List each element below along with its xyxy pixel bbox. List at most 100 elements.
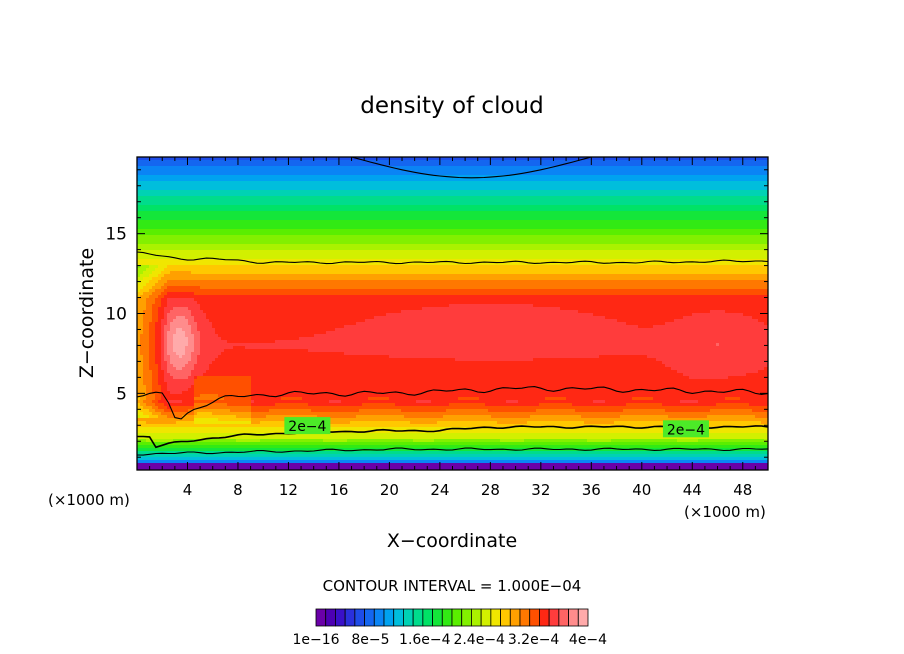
field-cell <box>695 166 699 170</box>
field-cell <box>275 157 279 161</box>
field-cell <box>341 220 345 224</box>
field-cell <box>506 220 510 224</box>
field-cell <box>155 202 159 206</box>
field-cell <box>458 196 462 200</box>
field-cell <box>233 220 237 224</box>
field-cell <box>413 190 417 194</box>
field-cell <box>296 211 300 215</box>
field-cell <box>695 181 699 185</box>
field-cell <box>605 190 609 194</box>
field-cell <box>239 193 243 197</box>
field-cell <box>503 220 507 224</box>
field-cell <box>692 163 696 167</box>
field-cell <box>143 175 147 179</box>
field-cell <box>350 181 354 185</box>
field-cell <box>599 211 603 215</box>
field-cell <box>434 226 438 230</box>
field-cell <box>440 205 444 209</box>
field-cell <box>137 223 141 227</box>
field-cell <box>167 223 171 227</box>
field-cell <box>257 190 261 194</box>
field-cell <box>374 199 378 203</box>
field-cell <box>362 223 366 227</box>
field-cell <box>728 163 732 167</box>
field-cell <box>710 175 714 179</box>
field-cell <box>158 208 162 212</box>
field-cell <box>533 214 537 218</box>
field-cell <box>512 193 516 197</box>
field-cell <box>374 172 378 176</box>
field-cell <box>251 181 255 185</box>
field-cell <box>572 172 576 176</box>
field-cell <box>683 172 687 176</box>
field-cell <box>407 196 411 200</box>
field-cell <box>290 163 294 167</box>
field-cell <box>206 169 210 173</box>
field-cell <box>353 223 357 227</box>
field-cell <box>734 169 738 173</box>
field-cell <box>275 178 279 182</box>
field-cell <box>377 157 381 161</box>
field-cell <box>167 208 171 212</box>
field-cell <box>467 157 471 161</box>
field-cell <box>251 208 255 212</box>
field-cell <box>245 196 249 200</box>
field-cell <box>449 214 453 218</box>
field-cell <box>389 181 393 185</box>
field-cell <box>665 169 669 173</box>
field-cell <box>263 181 267 185</box>
field-cell <box>482 163 486 167</box>
field-cell <box>752 169 756 173</box>
field-cell <box>164 196 168 200</box>
field-cell <box>137 196 141 200</box>
field-cell <box>737 187 741 191</box>
field-cell <box>734 214 738 218</box>
field-cell <box>749 181 753 185</box>
field-cell <box>617 178 621 182</box>
field-cell <box>620 190 624 194</box>
field-cell <box>503 181 507 185</box>
field-cell <box>680 178 684 182</box>
field-cell <box>242 196 246 200</box>
field-cell <box>467 175 471 179</box>
field-cell <box>149 199 153 203</box>
field-cell <box>245 211 249 215</box>
field-cell <box>377 205 381 209</box>
field-cell <box>608 187 612 191</box>
field-cell <box>197 214 201 218</box>
field-cell <box>713 172 717 176</box>
field-cell <box>191 223 195 227</box>
field-cell <box>137 211 141 215</box>
field-cell <box>458 223 462 227</box>
field-cell <box>764 217 768 221</box>
field-cell <box>503 202 507 206</box>
field-cell <box>344 178 348 182</box>
field-cell <box>635 193 639 197</box>
field-cell <box>521 223 525 227</box>
field-cell <box>215 178 219 182</box>
field-cell <box>596 163 600 167</box>
field-cell <box>560 214 564 218</box>
field-cell <box>689 223 693 227</box>
field-cell <box>635 223 639 227</box>
field-cell <box>677 205 681 209</box>
field-cell <box>674 184 678 188</box>
field-cell <box>551 181 555 185</box>
field-cell <box>242 193 246 197</box>
field-cell <box>296 220 300 224</box>
field-cell <box>209 172 213 176</box>
field-cell <box>434 160 438 164</box>
field-cell <box>593 199 597 203</box>
field-cell <box>377 160 381 164</box>
field-cell <box>299 214 303 218</box>
field-cell <box>626 175 630 179</box>
field-cell <box>383 196 387 200</box>
field-cell <box>653 223 657 227</box>
field-cell <box>629 220 633 224</box>
field-cell <box>737 223 741 227</box>
field-cell <box>380 181 384 185</box>
field-cell <box>614 223 618 227</box>
field-cell <box>440 160 444 164</box>
field-cell <box>302 220 306 224</box>
field-cell <box>485 163 489 167</box>
